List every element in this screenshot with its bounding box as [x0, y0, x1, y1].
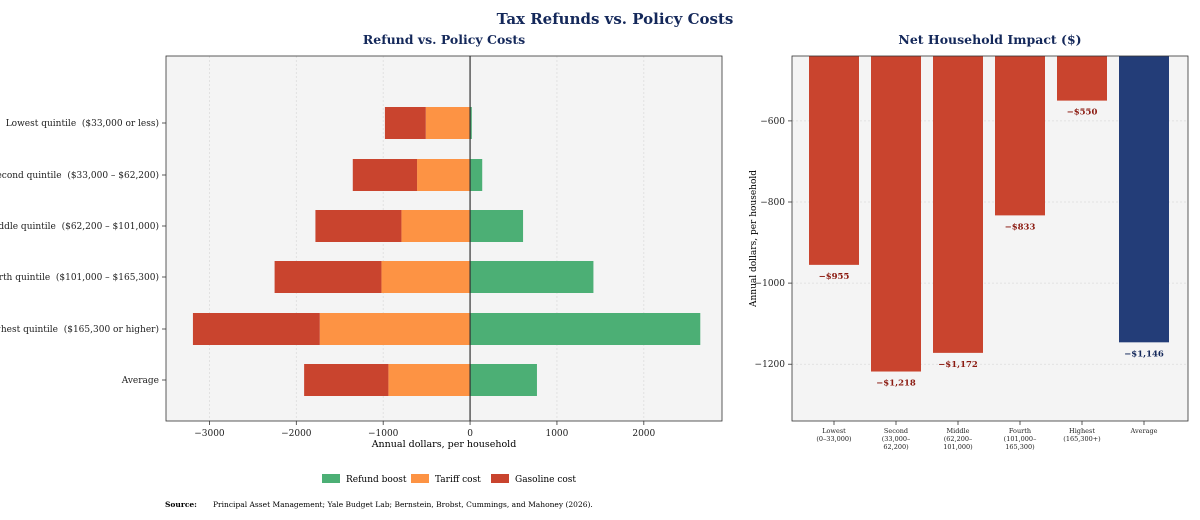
- data-label: −$833: [1005, 222, 1036, 232]
- y-tick-label: −600: [760, 117, 785, 127]
- bar-refund-boost: [470, 159, 483, 191]
- x-tick-label: 1000: [545, 429, 568, 439]
- legend-label: Tariff cost: [435, 475, 481, 485]
- bar-tariff-cost: [319, 313, 471, 345]
- bar-gasoline-cost: [384, 107, 426, 139]
- legend-label: Refund boost: [346, 475, 407, 485]
- right-chart-title: Net Household Impact ($): [898, 32, 1081, 47]
- plot-frame: [165, 55, 723, 422]
- data-label: −$1,218: [876, 379, 916, 389]
- data-label: −$1,146: [1124, 349, 1164, 359]
- net-impact-bar: [871, 56, 921, 372]
- y-tick-label: −800: [760, 198, 785, 208]
- legend: Refund boost Tariff cost Gasoline cost: [322, 474, 576, 485]
- source-label: Source:: [165, 500, 197, 509]
- x-tick-label: −2000: [281, 429, 312, 439]
- bar-tariff-cost: [381, 261, 471, 293]
- bar-refund-boost: [470, 107, 472, 139]
- legend-swatch: [411, 474, 429, 483]
- bar-refund-boost: [470, 364, 537, 396]
- left-chart-title: Refund vs. Policy Costs: [363, 32, 525, 47]
- net-impact-bar: [933, 56, 983, 353]
- category-label: Highest (165,300+): [1063, 427, 1101, 443]
- x-tick-label: −3000: [194, 429, 225, 439]
- y-axis-label: Annual dollars, per household: [749, 170, 759, 308]
- y-tick-label: −1200: [755, 360, 786, 370]
- x-tick-label: 0: [467, 429, 473, 439]
- y-tick-label: −1000: [755, 279, 786, 289]
- net-impact-bar: [1119, 56, 1169, 343]
- bar-gasoline-cost: [274, 261, 382, 293]
- x-axis-label: Annual dollars, per household: [371, 439, 517, 450]
- bar-refund-boost: [470, 210, 524, 242]
- category-label: Fourth (101,000– 165,300): [1004, 427, 1037, 451]
- net-impact-bar: [809, 56, 859, 265]
- net-impact-bar: [1057, 56, 1107, 101]
- bar-tariff-cost: [401, 210, 471, 242]
- legend-swatch: [491, 474, 509, 483]
- bar-gasoline-cost: [352, 159, 418, 191]
- bar-tariff-cost: [417, 159, 471, 191]
- category-label: Fourth quintile ($101,000 – $165,300): [0, 272, 159, 283]
- x-tick-label: −1000: [368, 429, 399, 439]
- stacked-bar-chart: Refund vs. Policy Costs −3000 −2000 −1000 0 1…: [0, 32, 723, 450]
- figure-title: Tax Refunds vs. Policy Costs: [497, 10, 734, 28]
- category-label: Middle (62,200– 101,000): [943, 427, 973, 451]
- bar-refund-boost: [470, 261, 594, 293]
- data-label: −$955: [819, 272, 850, 282]
- category-label: Average: [1130, 427, 1158, 435]
- net-impact-bar-chart: Net Household Impact ($) −$955 −$1,218 −$1,…: [749, 32, 1189, 451]
- data-label: −$1,172: [938, 360, 978, 370]
- net-impact-bar: [995, 56, 1045, 216]
- category-label: Average: [121, 376, 159, 386]
- data-label: −$550: [1067, 108, 1098, 118]
- bar-tariff-cost: [388, 364, 471, 396]
- bar-gasoline-cost: [304, 364, 389, 396]
- legend-label: Gasoline cost: [515, 475, 576, 485]
- category-label: Second quintile ($33,000 – $62,200): [0, 170, 159, 181]
- x-tick-label: 2000: [632, 429, 655, 439]
- plot-frame: [791, 55, 1189, 422]
- category-label: Lowest quintile ($33,000 or less): [6, 118, 159, 129]
- category-label: Second (33,000– 62,200): [882, 427, 911, 451]
- bar-tariff-cost: [425, 107, 471, 139]
- bar-refund-boost: [470, 313, 701, 345]
- category-label: Highest quintile ($165,300 or higher): [0, 324, 159, 335]
- category-label: Middle quintile ($62,200 – $101,000): [0, 221, 159, 232]
- legend-swatch: [322, 474, 340, 483]
- bar-gasoline-cost: [315, 210, 402, 242]
- category-label: Lowest (0–33,000): [816, 427, 852, 443]
- bar-gasoline-cost: [192, 313, 320, 345]
- source-text: Principal Asset Management; Yale Budget …: [213, 500, 593, 509]
